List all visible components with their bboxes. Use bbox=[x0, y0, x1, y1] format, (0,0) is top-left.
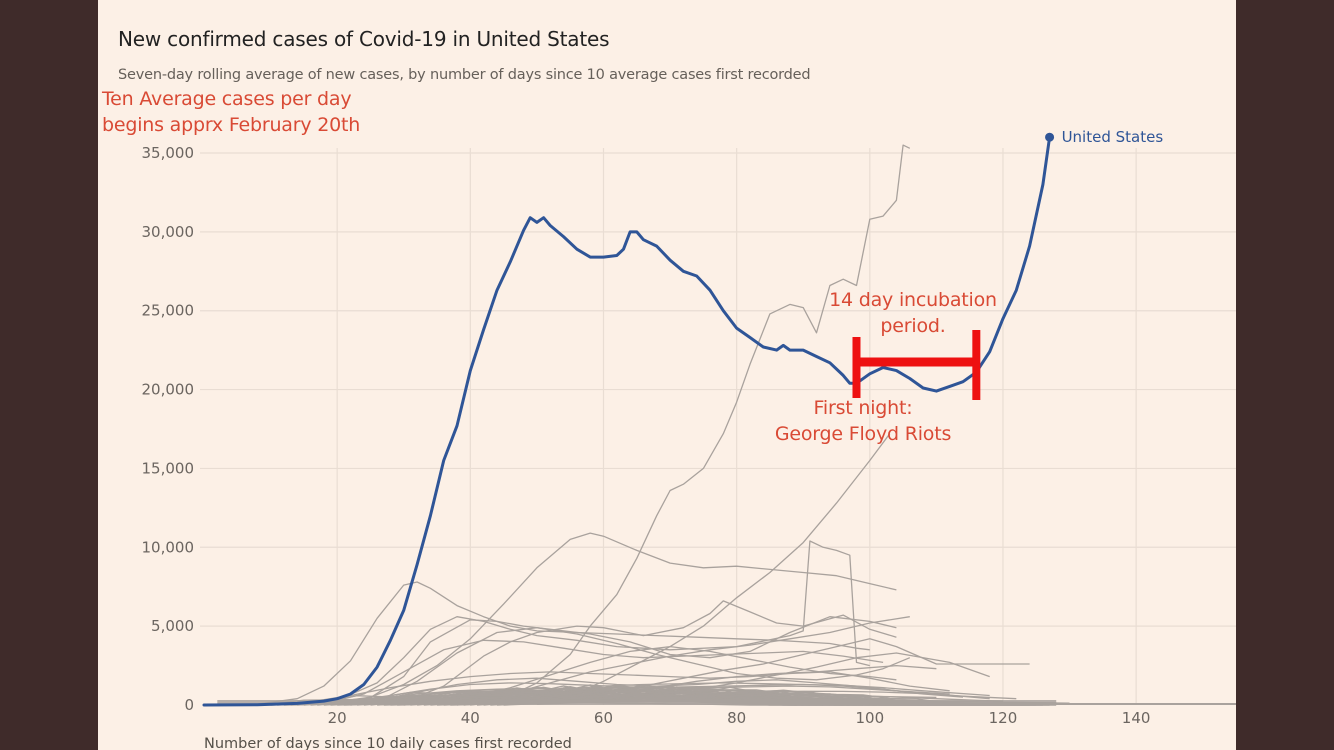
x-axis-label: Number of days since 10 daily cases firs… bbox=[204, 736, 572, 750]
y-tick-label: 35,000 bbox=[142, 144, 195, 162]
y-tick-label: 30,000 bbox=[142, 223, 195, 241]
y-tick-label: 25,000 bbox=[142, 302, 195, 320]
background-country-line bbox=[376, 627, 911, 703]
x-tick-label: 20 bbox=[328, 709, 347, 727]
background-country-line bbox=[323, 639, 884, 705]
background-country-line bbox=[470, 616, 910, 705]
grid-lines bbox=[200, 148, 1236, 705]
annotation-start-line-2: begins apprx February 20th bbox=[102, 114, 361, 136]
annotation-start-date: Ten Average cases per day begins apprx F… bbox=[102, 86, 360, 138]
united-states-line bbox=[202, 135, 1052, 707]
x-tick-label: 140 bbox=[1122, 709, 1151, 727]
united-states-endpoint bbox=[1045, 132, 1055, 142]
background-country-line bbox=[430, 645, 897, 705]
y-tick-label: 20,000 bbox=[142, 381, 195, 399]
annotation-riots: First night: George Floyd Riots bbox=[738, 395, 988, 447]
annotation-incubation-line-1: 14 day incubation bbox=[829, 289, 997, 311]
annotation-incubation-line-2: period. bbox=[880, 315, 946, 337]
background-series-group bbox=[217, 144, 1236, 706]
background-country-line bbox=[536, 433, 891, 705]
background-baseline-band bbox=[217, 700, 1057, 705]
background-country-line bbox=[270, 671, 950, 706]
x-tick-label: 100 bbox=[855, 709, 884, 727]
annotation-incubation: 14 day incubation period. bbox=[798, 287, 1028, 339]
x-tick-label: 60 bbox=[594, 709, 613, 727]
chart-title: New confirmed cases of Covid-19 in Unite… bbox=[118, 27, 610, 51]
highlight-series-group: United States bbox=[202, 128, 1164, 707]
x-tick-label: 120 bbox=[989, 709, 1018, 727]
background-country-line bbox=[403, 600, 897, 703]
y-tick-label: 0 bbox=[184, 696, 194, 714]
chart-panel: United States 0 5,000 10,000 15,000 20,000 25… bbox=[98, 0, 1236, 750]
background-country-line bbox=[603, 638, 1030, 698]
background-country-line bbox=[337, 532, 897, 703]
axis-ticks: 0 5,000 10,000 15,000 20,000 25,000 30,000 35,0… bbox=[142, 144, 1151, 727]
x-tick-label: 80 bbox=[727, 709, 746, 727]
y-tick-label: 5,000 bbox=[151, 617, 194, 635]
background-country-line bbox=[257, 581, 870, 705]
y-tick-label: 10,000 bbox=[142, 538, 195, 556]
annotation-riots-line-1: First night: bbox=[813, 397, 913, 419]
chart-subtitle: Seven-day rolling average of new cases, … bbox=[118, 67, 811, 83]
chart-plot: United States 0 5,000 10,000 15,000 20,000 25… bbox=[142, 128, 1236, 727]
united-states-label: United States bbox=[1062, 128, 1164, 146]
x-tick-label: 40 bbox=[461, 709, 480, 727]
y-tick-label: 15,000 bbox=[142, 459, 195, 477]
background-country-line bbox=[336, 540, 870, 701]
incubation-bracket bbox=[852, 330, 981, 400]
background-country-line bbox=[470, 144, 911, 706]
annotation-riots-line-2: George Floyd Riots bbox=[774, 423, 952, 445]
annotation-start-line-1: Ten Average cases per day bbox=[102, 88, 352, 110]
